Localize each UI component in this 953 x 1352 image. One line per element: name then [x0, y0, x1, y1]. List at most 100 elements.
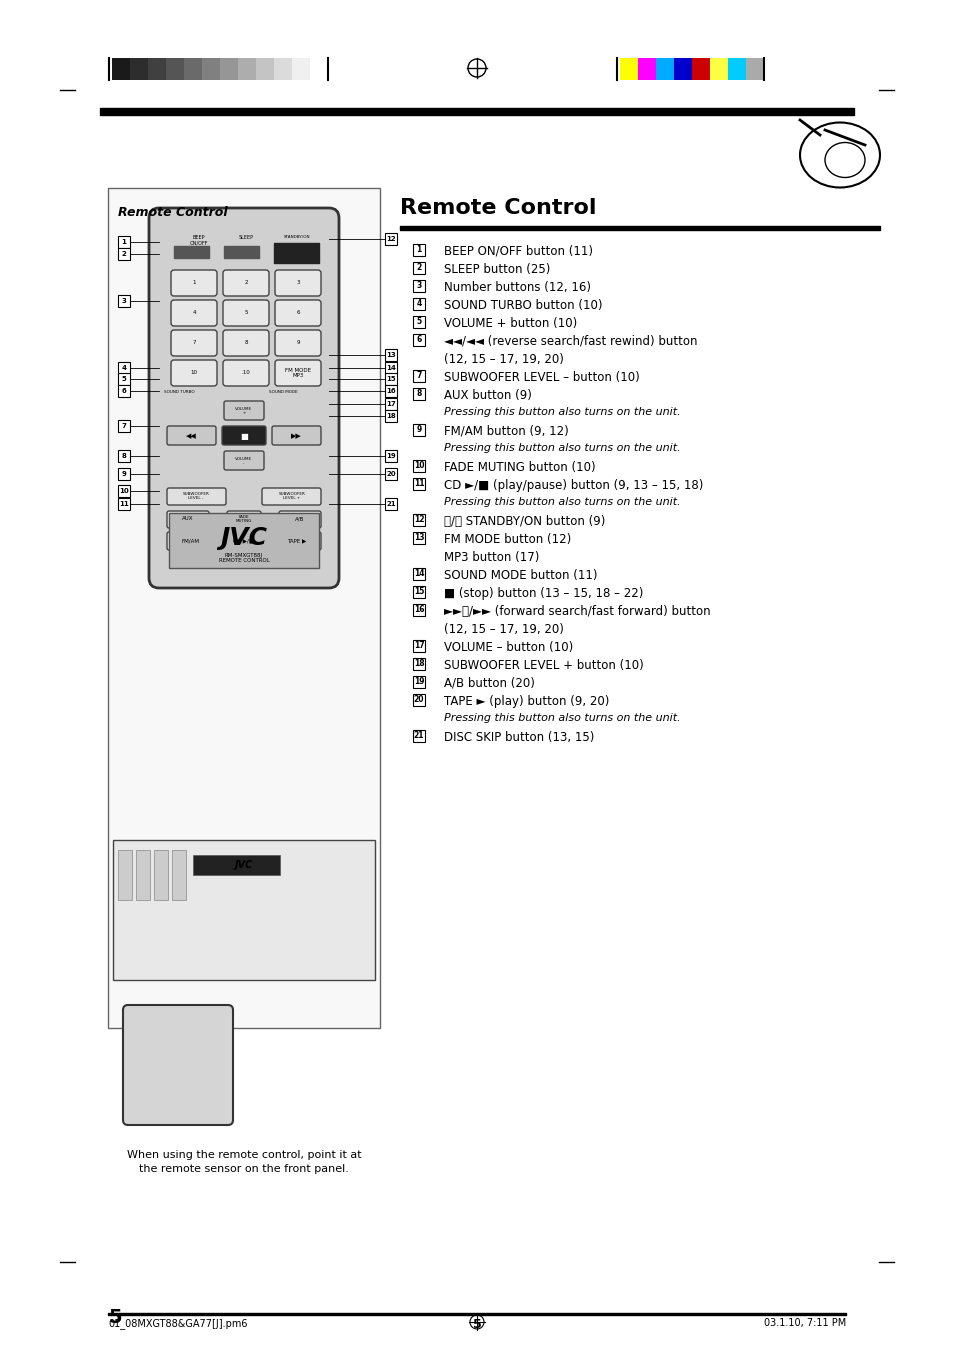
Text: 5: 5: [121, 376, 126, 383]
Text: Pressing this button also turns on the unit.: Pressing this button also turns on the u…: [443, 713, 679, 723]
Text: Pressing this button also turns on the unit.: Pressing this button also turns on the u…: [443, 498, 679, 507]
Bar: [136, 850, 150, 900]
Text: 9: 9: [296, 341, 299, 346]
Text: 13: 13: [386, 352, 395, 358]
Text: 6: 6: [296, 311, 299, 315]
Text: 1: 1: [416, 246, 421, 254]
Bar: [413, 479, 424, 489]
Text: SUBWOOFER
LEVEL +: SUBWOOFER LEVEL +: [278, 492, 305, 500]
Text: 20: 20: [386, 470, 395, 477]
Bar: [169, 512, 318, 568]
Bar: [413, 388, 424, 400]
Bar: [413, 531, 424, 544]
FancyBboxPatch shape: [224, 452, 264, 470]
Text: 14: 14: [414, 569, 424, 579]
Bar: [184, 58, 202, 80]
Text: VOLUME
+: VOLUME +: [235, 407, 253, 415]
Bar: [413, 316, 424, 329]
Text: VOLUME – button (10): VOLUME – button (10): [443, 641, 573, 654]
Bar: [413, 694, 424, 706]
Bar: [673, 58, 691, 80]
Bar: [727, 58, 745, 80]
Bar: [413, 585, 424, 598]
FancyBboxPatch shape: [272, 531, 320, 550]
Text: A/B button (20): A/B button (20): [443, 677, 535, 690]
Text: 10: 10: [191, 370, 197, 376]
Text: 5: 5: [472, 1318, 481, 1330]
FancyBboxPatch shape: [227, 511, 261, 529]
Text: SOUND MODE button (11): SOUND MODE button (11): [443, 569, 597, 581]
Bar: [118, 237, 130, 247]
Text: Pressing this button also turns on the unit.: Pressing this button also turns on the u…: [443, 443, 679, 453]
FancyBboxPatch shape: [223, 360, 269, 387]
Text: 16: 16: [386, 388, 395, 393]
FancyBboxPatch shape: [272, 426, 320, 445]
Text: (12, 15 – 17, 19, 20): (12, 15 – 17, 19, 20): [443, 623, 563, 635]
Bar: [413, 370, 424, 383]
Bar: [237, 58, 255, 80]
Text: 19: 19: [414, 677, 424, 687]
FancyBboxPatch shape: [167, 488, 226, 506]
Bar: [274, 58, 292, 80]
Bar: [118, 362, 130, 375]
Bar: [255, 58, 274, 80]
Bar: [385, 349, 396, 361]
Text: 6: 6: [416, 335, 421, 345]
Text: 15: 15: [386, 376, 395, 383]
Bar: [130, 58, 148, 80]
FancyBboxPatch shape: [216, 531, 271, 550]
Bar: [118, 247, 130, 260]
FancyBboxPatch shape: [171, 300, 216, 326]
Bar: [153, 850, 168, 900]
Bar: [385, 397, 396, 410]
Text: SOUND MODE: SOUND MODE: [269, 389, 297, 393]
Text: 14: 14: [386, 365, 395, 370]
Text: AUX: AUX: [182, 516, 193, 522]
Bar: [193, 854, 280, 875]
Text: ◄◄/◄◄ (reverse search/fast rewind) button: ◄◄/◄◄ (reverse search/fast rewind) butto…: [443, 335, 697, 347]
Bar: [413, 676, 424, 688]
Text: A/B: A/B: [295, 516, 304, 522]
Bar: [385, 373, 396, 385]
Text: BEEP ON/OFF button (11): BEEP ON/OFF button (11): [443, 245, 593, 258]
Bar: [118, 485, 130, 498]
Text: 13: 13: [414, 534, 424, 542]
Text: SUBWOOFER LEVEL + button (10): SUBWOOFER LEVEL + button (10): [443, 658, 643, 672]
FancyBboxPatch shape: [167, 511, 209, 529]
Bar: [385, 410, 396, 422]
Bar: [166, 58, 184, 80]
Text: FADE MUTING button (10): FADE MUTING button (10): [443, 461, 595, 475]
Bar: [413, 639, 424, 652]
Text: FM MODE button (12): FM MODE button (12): [443, 533, 571, 546]
Text: SLEEP: SLEEP: [238, 235, 253, 241]
Text: RM-SMXGT88J
REMOTE CONTROL: RM-SMXGT88J REMOTE CONTROL: [218, 553, 269, 564]
Text: SUBWOOFER
LEVEL -: SUBWOOFER LEVEL -: [182, 492, 210, 500]
FancyBboxPatch shape: [274, 330, 320, 356]
Bar: [413, 604, 424, 617]
Text: 12: 12: [414, 515, 424, 525]
Bar: [413, 262, 424, 274]
Text: AUX button (9): AUX button (9): [443, 389, 532, 402]
Bar: [413, 425, 424, 435]
Text: 12: 12: [386, 237, 395, 242]
Text: 1: 1: [193, 280, 195, 285]
Bar: [638, 58, 656, 80]
Bar: [118, 850, 132, 900]
Bar: [745, 58, 763, 80]
Text: 9: 9: [416, 426, 421, 434]
Text: 21: 21: [414, 731, 424, 741]
Text: 18: 18: [414, 660, 424, 668]
Bar: [385, 385, 396, 397]
Bar: [118, 468, 130, 480]
Bar: [220, 58, 237, 80]
Bar: [148, 58, 166, 80]
Text: SLEEP button (25): SLEEP button (25): [443, 264, 550, 276]
FancyBboxPatch shape: [262, 488, 320, 506]
Text: 5: 5: [244, 311, 248, 315]
Text: 4: 4: [416, 300, 421, 308]
FancyBboxPatch shape: [223, 330, 269, 356]
Text: SOUND TURBO: SOUND TURBO: [164, 389, 194, 393]
Bar: [108, 188, 379, 1028]
FancyBboxPatch shape: [149, 208, 338, 588]
Bar: [385, 498, 396, 510]
